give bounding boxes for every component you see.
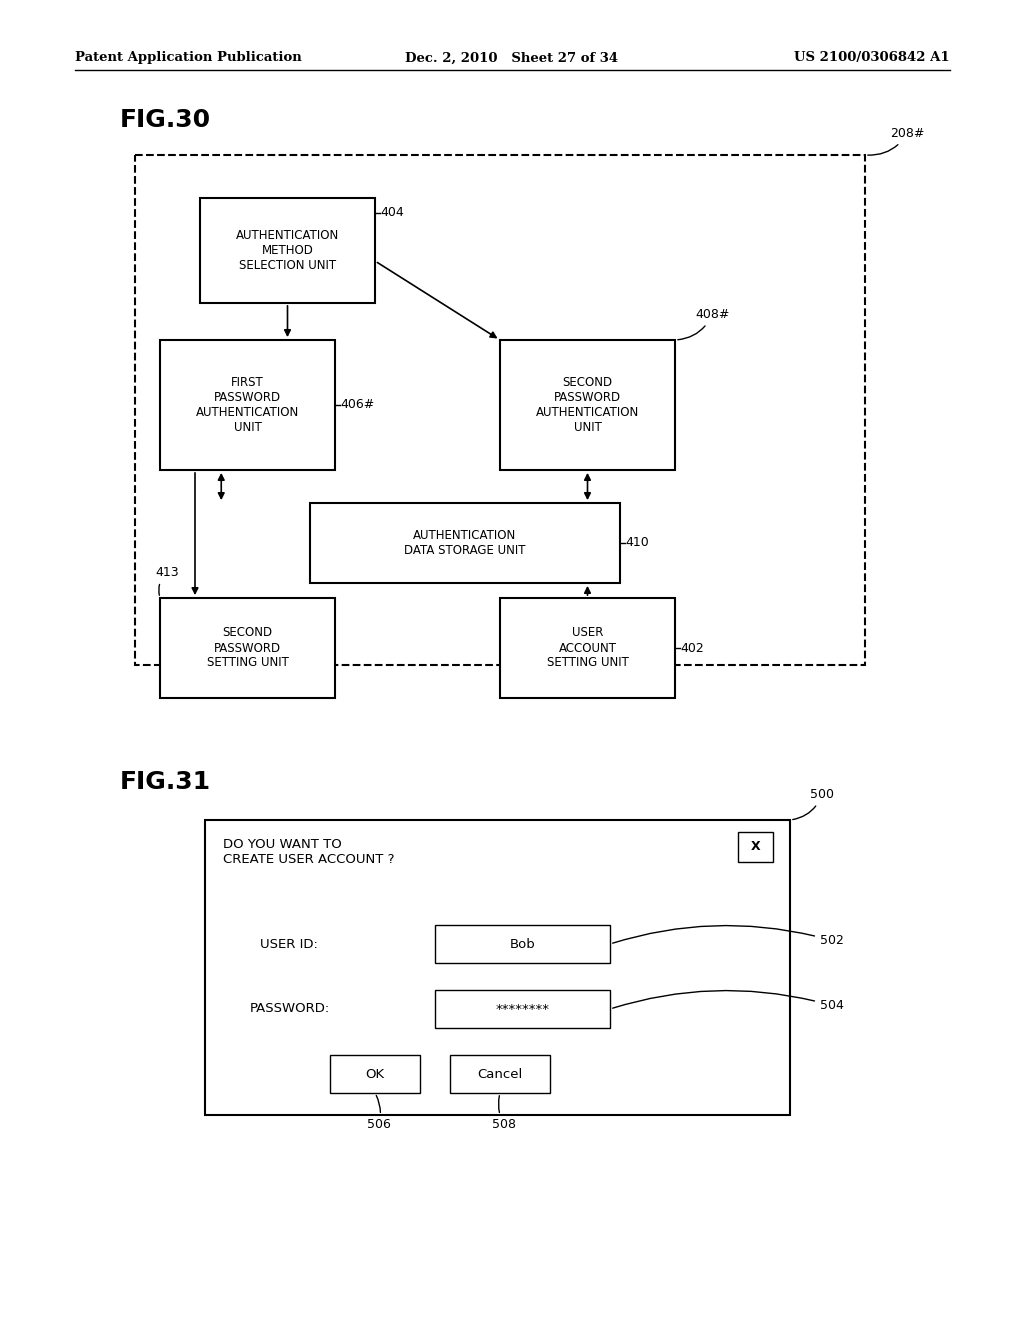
Text: Dec. 2, 2010   Sheet 27 of 34: Dec. 2, 2010 Sheet 27 of 34 [406,51,618,65]
Bar [310,503,620,583]
Bar [738,832,773,862]
Bar [160,598,335,698]
Bar [435,925,610,964]
Text: Cancel: Cancel [477,1068,522,1081]
Text: 413: 413 [155,566,178,595]
Text: PASSWORD:: PASSWORD: [250,1002,331,1015]
Text: 506: 506 [367,1096,391,1131]
Text: AUTHENTICATION
DATA STORAGE UNIT: AUTHENTICATION DATA STORAGE UNIT [404,529,525,557]
Bar [435,990,610,1028]
Text: 406#: 406# [340,399,374,412]
Text: 502: 502 [612,925,844,946]
Text: FIG.31: FIG.31 [120,770,211,795]
Bar [200,198,375,304]
Text: Patent Application Publication: Patent Application Publication [75,51,302,65]
Text: AUTHENTICATION
METHOD
SELECTION UNIT: AUTHENTICATION METHOD SELECTION UNIT [236,228,339,272]
Bar [450,1055,550,1093]
Bar [500,598,675,698]
Text: 410: 410 [625,536,649,549]
Bar [330,1055,420,1093]
Text: USER ID:: USER ID: [260,937,317,950]
Text: ********: ******** [496,1002,550,1015]
Text: 500: 500 [793,788,834,820]
Text: 508: 508 [492,1096,516,1131]
Text: X: X [751,841,760,854]
Bar [135,154,865,665]
Text: FIG.30: FIG.30 [120,108,211,132]
Text: SECOND
PASSWORD
SETTING UNIT: SECOND PASSWORD SETTING UNIT [207,627,289,669]
Text: OK: OK [366,1068,385,1081]
Bar [160,341,335,470]
Text: DO YOU WANT TO
CREATE USER ACCOUNT ?: DO YOU WANT TO CREATE USER ACCOUNT ? [223,838,394,866]
Text: 208#: 208# [867,127,925,156]
Text: Bob: Bob [510,937,536,950]
Text: 408#: 408# [678,308,729,339]
Text: 504: 504 [612,990,844,1012]
Bar [205,820,790,1115]
Text: 404: 404 [380,206,403,219]
Text: USER
ACCOUNT
SETTING UNIT: USER ACCOUNT SETTING UNIT [547,627,629,669]
Text: 402: 402 [680,642,703,655]
Text: US 2100/0306842 A1: US 2100/0306842 A1 [795,51,950,65]
Text: SECOND
PASSWORD
AUTHENTICATION
UNIT: SECOND PASSWORD AUTHENTICATION UNIT [536,376,639,434]
Bar [500,341,675,470]
Text: FIRST
PASSWORD
AUTHENTICATION
UNIT: FIRST PASSWORD AUTHENTICATION UNIT [196,376,299,434]
